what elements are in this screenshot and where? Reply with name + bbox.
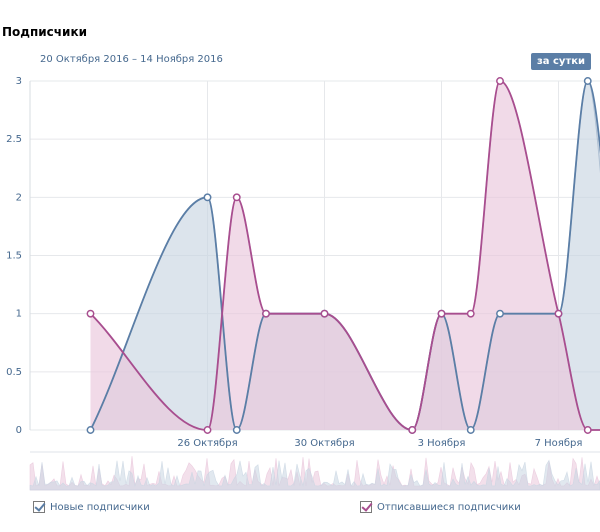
navigator-series	[29, 459, 600, 491]
x-tick-label: 26 Октября	[177, 438, 237, 449]
y-tick-label: 1	[16, 309, 22, 320]
x-tick-label: 30 Октября	[294, 438, 354, 449]
unsubscribed-area	[90, 81, 600, 430]
checkbox-icon[interactable]	[33, 501, 45, 513]
checkbox-icon[interactable]	[360, 501, 372, 513]
period-button[interactable]: за сутки	[531, 53, 591, 70]
unsubscribed-point[interactable]	[408, 426, 417, 434]
legend-new-subscribers[interactable]: Новые подписчики	[33, 500, 150, 514]
y-tick-label: 0.5	[6, 367, 22, 378]
new-subscribers-point[interactable]	[203, 193, 212, 202]
unsubscribed-line	[89, 80, 600, 431]
legend-label: Отписавшиеся подписчики	[377, 501, 521, 513]
new-subscribers-area	[90, 81, 600, 430]
new-subscribers-point[interactable]	[86, 426, 95, 434]
x-tick-label: 7 Ноября	[535, 438, 583, 449]
y-tick-label: 0	[16, 425, 22, 436]
unsubscribed-point[interactable]	[86, 309, 95, 318]
new-subscribers-point[interactable]	[466, 426, 475, 434]
unsubscribed-point[interactable]	[466, 309, 475, 318]
unsubscribed-point[interactable]	[320, 309, 329, 318]
y-tick-label: 1.5	[6, 251, 22, 262]
legend-label: Новые подписчики	[50, 501, 150, 513]
page-title: Подписчики	[2, 25, 87, 39]
new-subscribers-point[interactable]	[583, 77, 592, 85]
unsubscribed-point[interactable]	[203, 426, 212, 434]
unsubscribed-point[interactable]	[583, 426, 592, 434]
new-subscribers-point[interactable]	[496, 309, 504, 318]
x-tick-label: 3 Ноября	[418, 438, 466, 449]
new-subscribers-point[interactable]	[232, 426, 241, 434]
y-tick-label: 3	[16, 76, 22, 87]
y-tick-label: 2.5	[6, 134, 22, 145]
legend-unsubscribed[interactable]: Отписавшиеся подписчики	[360, 500, 521, 514]
unsubscribed-point[interactable]	[554, 309, 563, 318]
date-range[interactable]: 20 Октября 2016 – 14 Ноября 2016	[40, 54, 223, 65]
unsubscribed-point[interactable]	[232, 193, 241, 202]
y-tick-label: 2	[16, 192, 22, 203]
range-navigator[interactable]	[29, 456, 600, 491]
unsubscribed-point[interactable]	[437, 309, 446, 318]
unsubscribed-point[interactable]	[262, 309, 270, 318]
unsubscribed-point[interactable]	[496, 77, 504, 85]
